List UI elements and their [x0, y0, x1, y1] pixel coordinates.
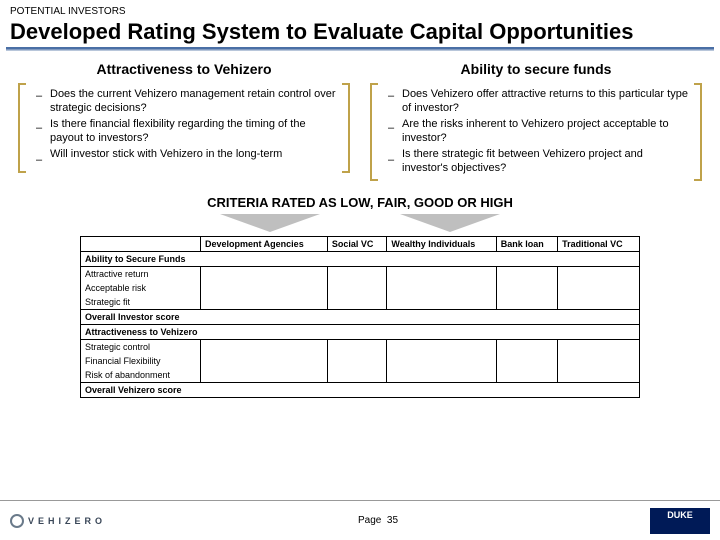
right-bullet-text: Does Vehizero offer attractive returns t…	[402, 87, 692, 177]
left-bracket-box: ––– Does the current Vehizero management…	[18, 83, 350, 173]
right-item-0: Does Vehizero offer attractive returns t…	[402, 87, 692, 115]
criteria-rated-label: CRITERIA RATED AS LOW, FAIR, GOOD OR HIG…	[0, 195, 720, 210]
row-label: Strategic control	[81, 340, 201, 355]
matrix-col-2: Social VC	[327, 237, 387, 252]
matrix-col-0	[81, 237, 201, 252]
left-column: Attractiveness to Vehizero ––– Does the …	[18, 61, 350, 181]
row-label: Strategic fit	[81, 295, 201, 310]
left-item-0: Does the current Vehizero management ret…	[50, 87, 340, 115]
row-label: Risk of abandonment	[81, 368, 201, 383]
criteria-columns: Attractiveness to Vehizero ––– Does the …	[0, 51, 720, 187]
left-bullet-text: Does the current Vehizero management ret…	[50, 87, 340, 169]
page-number: Page 35	[358, 515, 398, 526]
vehizero-logo: VEHIZERO	[10, 514, 106, 528]
matrix-header-row: Development Agencies Social VC Wealthy I…	[81, 237, 640, 252]
right-column: Ability to secure funds ––– Does Vehizer…	[370, 61, 702, 181]
arrow-down-icon	[400, 214, 500, 232]
right-bracket-box: ––– Does Vehizero offer attractive retur…	[370, 83, 702, 181]
bracket-right-icon	[694, 83, 702, 181]
rating-matrix: Development Agencies Social VC Wealthy I…	[80, 236, 640, 398]
dash-bullets: –––	[28, 87, 50, 169]
section-header-1: Attractiveness to Vehizero	[81, 325, 640, 340]
matrix-col-5: Traditional VC	[558, 237, 640, 252]
row-label: Attractive return	[81, 267, 201, 282]
section-footer-0: Overall Investor score	[81, 310, 640, 325]
right-item-2: Is there strategic fit between Vehizero …	[402, 147, 692, 175]
down-arrows	[0, 214, 720, 232]
right-column-heading: Ability to secure funds	[370, 61, 702, 77]
rating-matrix-wrap: Development Agencies Social VC Wealthy I…	[0, 236, 720, 398]
matrix-col-3: Wealthy Individuals	[387, 237, 496, 252]
dash-bullets: –––	[380, 87, 402, 177]
row-label: Acceptable risk	[81, 281, 201, 295]
left-item-1: Is there financial flexibility regarding…	[50, 117, 340, 145]
left-column-heading: Attractiveness to Vehizero	[18, 61, 350, 77]
eyebrow-text: POTENTIAL INVESTORS	[0, 0, 720, 17]
matrix-col-1: Development Agencies	[201, 237, 328, 252]
left-item-2: Will investor stick with Vehizero in the…	[50, 147, 340, 161]
vehizero-brand-text: VEHIZERO	[28, 516, 106, 526]
gear-icon	[10, 514, 24, 528]
bracket-right-icon	[342, 83, 350, 173]
bracket-left-icon	[370, 83, 378, 181]
page-title: Developed Rating System to Evaluate Capi…	[0, 17, 720, 47]
bracket-left-icon	[18, 83, 26, 173]
section-header-0: Ability to Secure Funds	[81, 252, 640, 267]
matrix-col-4: Bank loan	[496, 237, 557, 252]
row-label: Financial Flexibility	[81, 354, 201, 368]
slide-footer: VEHIZERO Page 35 DUKE	[0, 500, 720, 540]
arrow-down-icon	[220, 214, 320, 232]
section-footer-1: Overall Vehizero score	[81, 383, 640, 398]
duke-logo: DUKE	[650, 508, 710, 534]
right-item-1: Are the risks inherent to Vehizero proje…	[402, 117, 692, 145]
